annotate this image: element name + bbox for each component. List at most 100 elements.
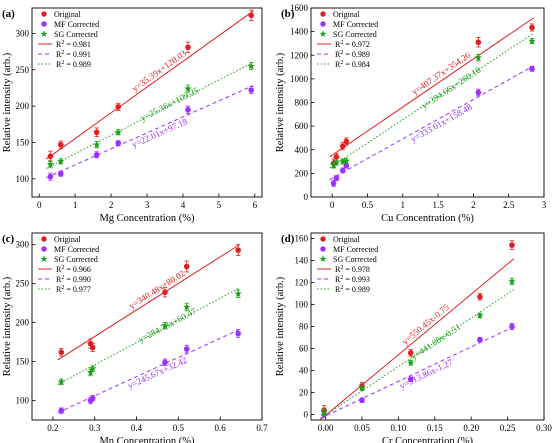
legend-marker xyxy=(40,255,48,262)
y-tick-label: 200 xyxy=(16,101,30,111)
data-point xyxy=(247,62,255,70)
x-tick-label: 2 xyxy=(471,200,476,210)
data-point xyxy=(475,89,482,96)
y-tick-label: 120 xyxy=(295,278,309,288)
data-point xyxy=(529,66,535,72)
panel-b: 0 0.5 1 1.5 2 2.5 3 0 200 400 600 800 1000 1200 1400 16… xyxy=(275,3,547,224)
y-tick-label: 1400 xyxy=(290,27,309,37)
legend-entry: MF Corrected xyxy=(333,20,378,29)
fit-line-mf-corrected xyxy=(57,328,241,414)
y-axis-label: Relative intensity (arb.) xyxy=(2,52,13,152)
y-tick-label: 80 xyxy=(299,322,309,332)
data-point xyxy=(248,12,255,19)
fit-equation: y=25.36x+109.25 xyxy=(139,85,201,123)
legend-marker xyxy=(41,246,47,252)
x-tick-label: 0.15 xyxy=(427,423,443,433)
legend-r2: R2 = 0.981 xyxy=(56,40,91,49)
data-point xyxy=(183,346,190,352)
x-tick-label: 5 xyxy=(217,200,222,210)
x-tick-label: 0.30 xyxy=(536,423,552,433)
fit-line-original xyxy=(57,243,241,361)
legend-r2: R2 = 0.989 xyxy=(335,285,370,294)
data-point xyxy=(528,37,536,45)
data-point xyxy=(248,87,255,93)
y-tick-label: 150 xyxy=(16,357,30,367)
legend-r2: R2 = 0.966 xyxy=(56,265,91,274)
data-point xyxy=(339,157,347,165)
x-tick-label: 0.3 xyxy=(89,423,101,433)
y-tick-label: 0 xyxy=(304,410,309,420)
legend-r2: R2 = 0.993 xyxy=(335,275,370,284)
y-tick-label: 100 xyxy=(16,174,30,184)
data-point xyxy=(407,376,414,383)
fit-equation: y=284.73x+60.47 xyxy=(136,306,198,345)
legend-marker xyxy=(41,236,47,242)
x-tick-label: 0 xyxy=(330,200,335,210)
x-tick-label: 0.7 xyxy=(256,423,268,433)
panel-d: 0.00 0.05 0.10 0.15 0.20 0.25 0.30 0 20 40 60 80 100… xyxy=(275,232,552,443)
data-point xyxy=(339,143,346,150)
data-point xyxy=(162,359,168,366)
data-point xyxy=(57,170,64,177)
data-point xyxy=(57,378,65,385)
fit-equation: y=333.61x+158.48 xyxy=(409,102,474,144)
y-tick-label: 250 xyxy=(16,279,30,289)
data-point xyxy=(93,152,100,158)
panel-label: (d) xyxy=(281,233,295,245)
legend-entry: MF Corrected xyxy=(54,245,99,254)
x-axis-label: Mn Concentration (%) xyxy=(99,436,195,443)
data-point xyxy=(333,175,340,181)
x-tick-label: 0.5 xyxy=(362,200,374,210)
data-point xyxy=(343,138,350,145)
x-tick-label: 1.5 xyxy=(432,200,444,210)
legend-marker xyxy=(320,11,326,17)
x-tick-label: 6 xyxy=(253,200,258,210)
data-point xyxy=(46,160,54,168)
data-point xyxy=(508,277,516,285)
data-point xyxy=(332,158,341,166)
panel-label: (a) xyxy=(2,8,15,20)
data-point xyxy=(333,154,340,160)
x-axis-label: Cr Concentration (%) xyxy=(382,436,473,443)
x-tick-label: 2 xyxy=(109,200,114,210)
fit-line-sg-corrected xyxy=(329,32,535,169)
fit-equation: y=22.01x+97.18 xyxy=(130,116,189,150)
data-point xyxy=(184,84,192,92)
legend-entry: MF Corrected xyxy=(333,245,378,254)
data-point xyxy=(183,303,191,311)
data-point xyxy=(359,397,365,404)
legend-r2: R2 = 0.977 xyxy=(56,285,91,294)
y-tick-label: 1000 xyxy=(290,74,309,84)
data-point xyxy=(57,141,64,148)
y-tick-label: 160 xyxy=(295,234,309,244)
legend-entry: SG Corrected xyxy=(54,255,98,264)
data-point xyxy=(89,395,96,401)
legend-r2: R2 = 0.984 xyxy=(335,60,370,69)
legend-r2: R2 = 0.989 xyxy=(56,60,91,69)
data-point xyxy=(330,180,337,187)
legend-marker xyxy=(320,21,326,27)
legend-entry: SG Corrected xyxy=(333,30,377,39)
data-point xyxy=(114,128,122,136)
y-tick-label: 1600 xyxy=(290,3,309,13)
data-point xyxy=(47,153,54,160)
data-point xyxy=(339,167,346,174)
fit-equation: y=35.39x+120.03 xyxy=(130,48,188,94)
y-tick-label: 600 xyxy=(295,121,309,131)
data-point xyxy=(115,140,122,147)
legend-entry: SG Corrected xyxy=(54,30,98,39)
x-tick-label: 3 xyxy=(145,200,150,210)
y-tick-label: 250 xyxy=(16,65,30,75)
legend-r2: R2 = 0.989 xyxy=(335,50,370,59)
data-point xyxy=(407,350,414,356)
x-tick-label: 1 xyxy=(401,200,406,210)
data-point xyxy=(475,39,482,46)
data-point xyxy=(183,263,190,270)
fit-line-original xyxy=(320,258,515,420)
panel-label: (c) xyxy=(2,233,15,245)
y-tick-label: 200 xyxy=(16,318,30,328)
data-point xyxy=(86,368,95,376)
legend-marker xyxy=(320,246,326,252)
data-point xyxy=(476,311,484,319)
y-tick-label: 140 xyxy=(295,256,309,266)
